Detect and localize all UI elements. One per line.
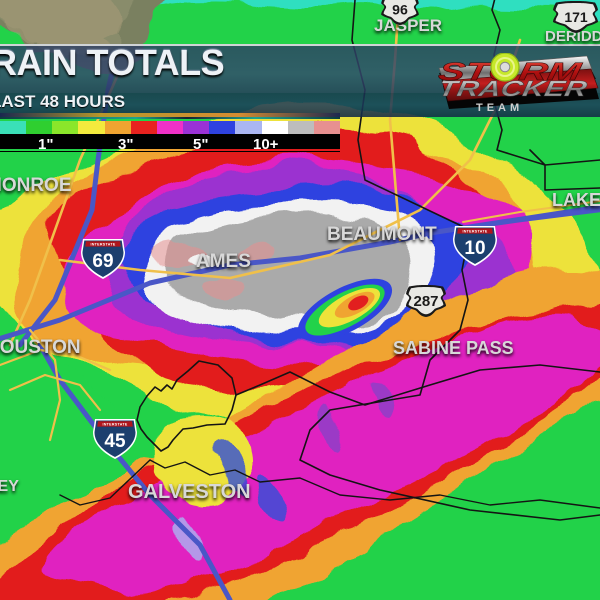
svg-text:96: 96 (392, 2, 408, 18)
svg-text:INTERSTATE: INTERSTATE (462, 230, 487, 234)
svg-text:171: 171 (564, 9, 588, 25)
svg-text:10: 10 (464, 238, 485, 259)
svg-text:45: 45 (104, 431, 126, 452)
svg-text:69: 69 (92, 251, 113, 272)
svg-text:287: 287 (413, 293, 438, 310)
svg-text:INTERSTATE: INTERSTATE (102, 423, 127, 427)
svg-text:INTERSTATE: INTERSTATE (90, 243, 115, 247)
